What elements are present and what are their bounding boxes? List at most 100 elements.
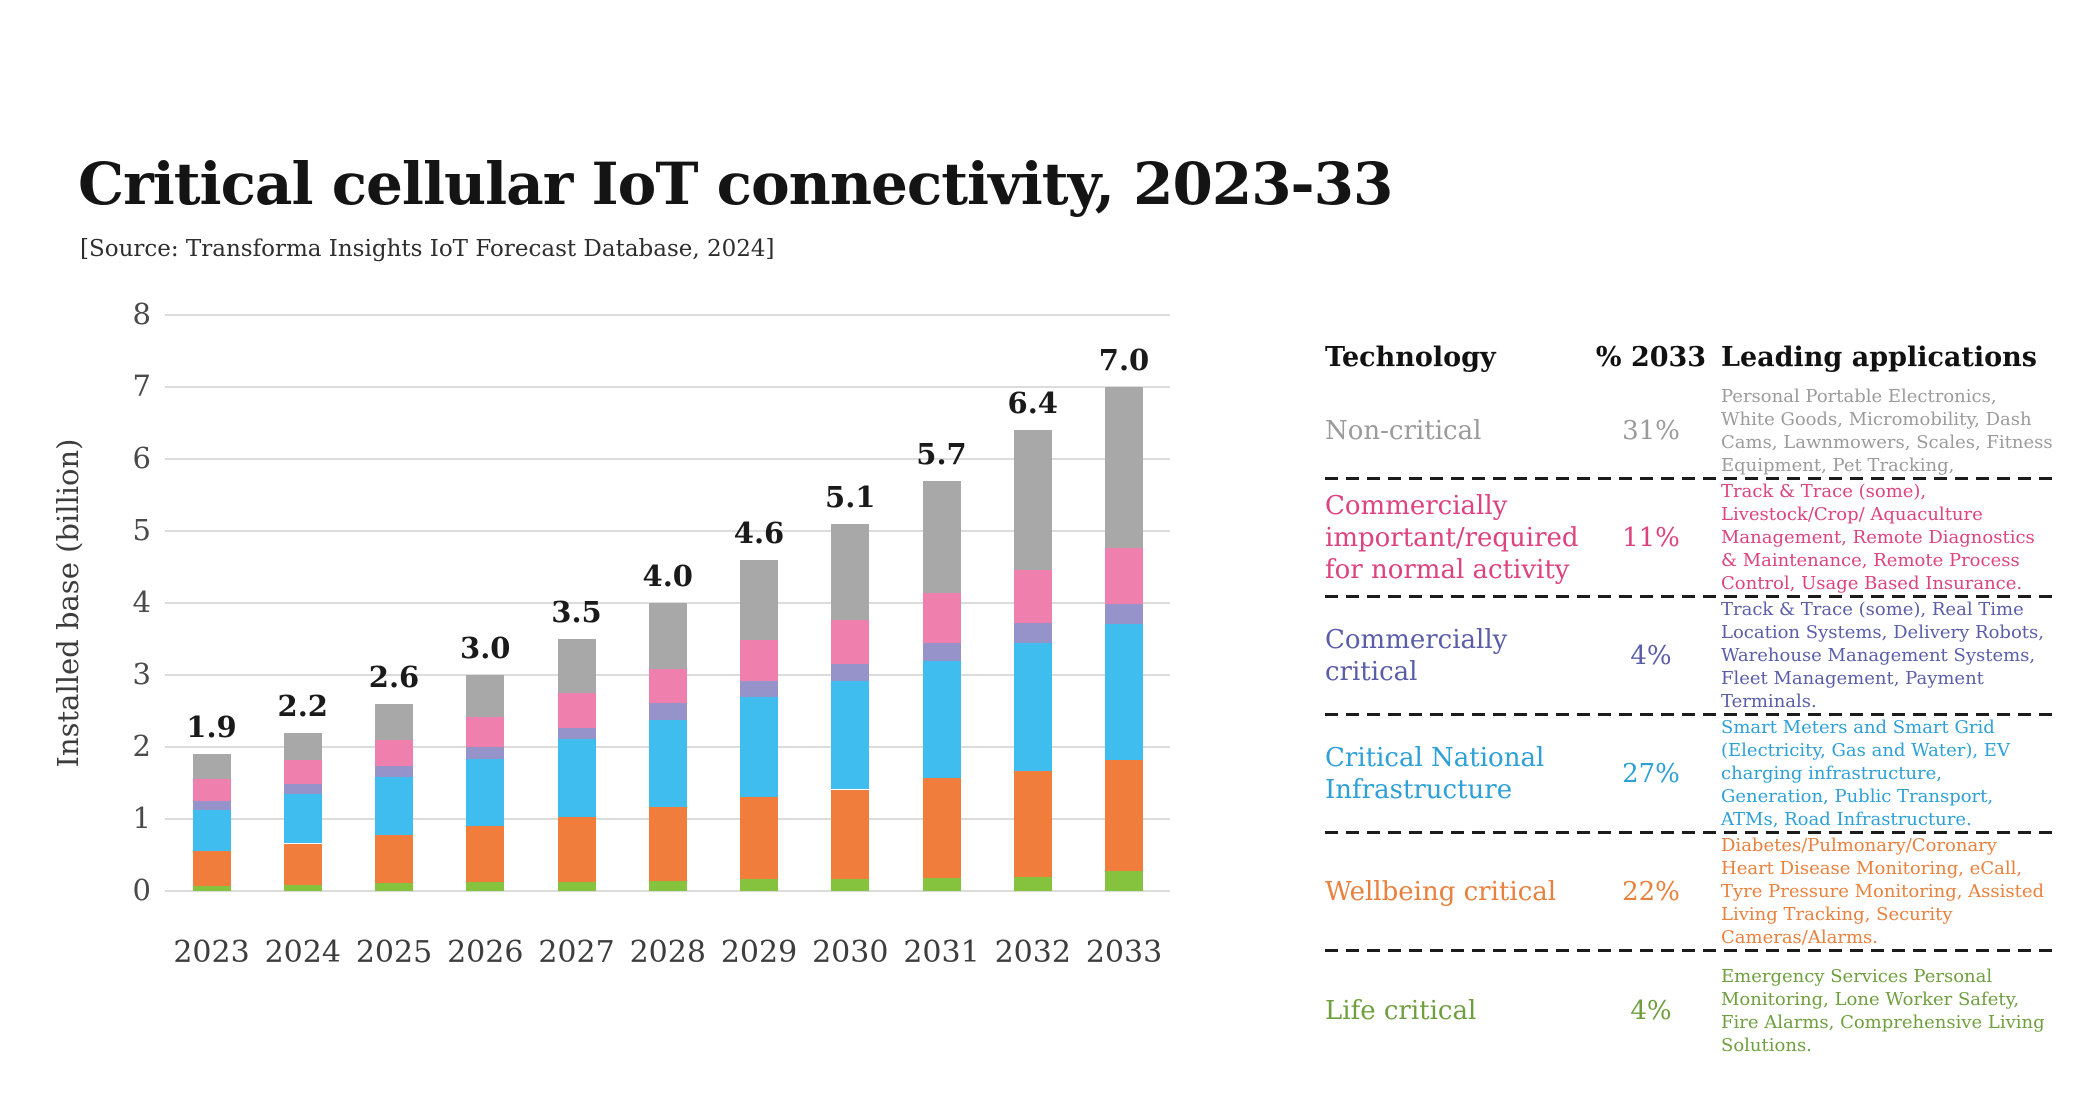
bar-2030 <box>831 523 870 891</box>
pct-2033-value: 27% <box>1622 758 1680 789</box>
segment-life-critical <box>283 885 322 891</box>
segment-commercially-important-required-for-normal-activity <box>283 759 322 784</box>
pct-2033-value: 31% <box>1622 416 1680 446</box>
y-axis-tick-label: 2 <box>132 729 151 763</box>
applications-text: Emergency Services Personal Monitoring, … <box>1721 966 2045 1056</box>
pct-2033-value: 11% <box>1622 522 1680 553</box>
table-row-wellbeing-critical: Wellbeing critical 22% Diabetes/Pulmonar… <box>1325 834 2055 949</box>
segment-commercially-critical <box>375 766 413 778</box>
segment-commercially-critical <box>192 801 231 810</box>
x-axis-label: 2030 <box>812 935 889 970</box>
segment-life-critical <box>466 881 505 891</box>
bar-total-label: 1.9 <box>186 710 237 745</box>
applications-text: Track & Trace (some), Livestock/Crop/ Aq… <box>1721 481 2035 594</box>
bar-total-label: 4.6 <box>733 515 785 550</box>
segment-non-critical <box>1013 430 1052 570</box>
segment-commercially-important-required-for-normal-activity <box>466 716 505 747</box>
segment-non-critical <box>831 523 870 620</box>
x-axis-label: 2032 <box>994 935 1071 970</box>
bar-2028 <box>648 603 687 891</box>
segment-life-critical <box>557 881 596 891</box>
segment-commercially-important-required-for-normal-activity <box>922 592 961 643</box>
header-leading-applications: Leading applications <box>1721 342 2037 373</box>
bar-total-label: 6.4 <box>1007 386 1058 421</box>
segment-critical-national-infrastructure <box>283 793 322 844</box>
segment-critical-national-infrastructure <box>1013 643 1052 771</box>
segment-wellbeing-critical <box>557 816 596 882</box>
segment-commercially-critical <box>466 747 505 759</box>
bar-total-label: 4.0 <box>642 559 693 593</box>
segment-wellbeing-critical <box>648 806 687 881</box>
x-axis-label: 2027 <box>538 935 615 970</box>
bar-2026 <box>466 675 505 891</box>
applications-text: Personal Portable Electronics, White Goo… <box>1721 386 2053 476</box>
segment-non-critical <box>466 675 505 717</box>
bar-2033 <box>1105 387 1143 891</box>
x-axis-label: 2029 <box>720 935 798 970</box>
segment-commercially-critical <box>648 703 687 720</box>
x-axis-label: 2028 <box>629 935 706 970</box>
segment-critical-national-infrastructure <box>557 739 596 817</box>
header-pct-2033: % 2033 <box>1595 342 1707 373</box>
segment-commercially-important-required-for-normal-activity <box>740 640 778 681</box>
segment-non-critical <box>375 703 413 740</box>
bar-total-label: 2.6 <box>368 659 420 694</box>
y-axis-title: Installed base (billion) <box>51 438 85 768</box>
segment-life-critical <box>922 878 961 891</box>
segment-critical-national-infrastructure <box>648 719 687 807</box>
segment-wellbeing-critical <box>1013 770 1052 878</box>
segment-life-critical <box>1013 877 1052 891</box>
table-row-non-critical: Non-critical 31% Personal Portable Elect… <box>1325 385 2055 477</box>
header-technology: Technology <box>1325 342 1496 373</box>
dashed-divider <box>1325 595 2055 598</box>
technology-label: Non-critical <box>1325 416 1482 446</box>
y-axis-tick-label: 7 <box>132 369 151 403</box>
y-axis-tick-label: 1 <box>132 801 151 835</box>
y-axis-tick-label: 8 <box>132 297 151 331</box>
segment-commercially-important-required-for-normal-activity <box>1105 548 1143 604</box>
applications-text: Track & Trace (some), Real Time Location… <box>1721 599 2044 712</box>
x-axis-label: 2033 <box>1085 935 1163 970</box>
bar-total-label: 5.7 <box>916 436 967 471</box>
gridline-y-5 <box>165 530 1170 532</box>
segment-commercially-critical <box>922 642 961 662</box>
segment-commercially-important-required-for-normal-activity <box>831 619 870 665</box>
segment-non-critical <box>283 732 322 760</box>
table-row-commercially-critical: Commercially critical 4% Track & Trace (… <box>1325 598 2055 713</box>
segment-commercially-important-required-for-normal-activity <box>648 668 687 704</box>
segment-wellbeing-critical <box>831 789 870 879</box>
segment-life-critical <box>1105 870 1143 891</box>
bar-total-label: 5.1 <box>825 479 876 514</box>
segment-wellbeing-critical <box>922 777 961 879</box>
technology-tier-table: Technology % 2033 Leading applications N… <box>1325 343 2055 1070</box>
segment-life-critical <box>375 883 413 891</box>
table-header-row: Technology % 2033 Leading applications <box>1325 343 2055 385</box>
bar-2024 <box>283 732 322 891</box>
segment-commercially-critical <box>557 727 596 740</box>
bar-2025 <box>375 703 413 891</box>
segment-critical-national-infrastructure <box>1105 623 1143 760</box>
bar-2032 <box>1013 430 1052 891</box>
segment-commercially-critical <box>740 680 778 697</box>
segment-critical-national-infrastructure <box>740 696 778 797</box>
gridline-y-4 <box>165 602 1170 604</box>
technology-label: Critical National Infrastructure <box>1325 742 1545 805</box>
segment-commercially-critical <box>831 664 870 681</box>
segment-commercially-critical <box>1105 603 1143 624</box>
segment-non-critical <box>648 603 687 669</box>
bar-2031 <box>922 480 961 891</box>
x-axis-label: 2023 <box>173 935 250 970</box>
dashed-divider <box>1325 949 2055 952</box>
segment-wellbeing-critical <box>283 843 322 886</box>
segment-wellbeing-critical <box>740 796 778 880</box>
segment-wellbeing-critical <box>192 851 231 886</box>
bar-2027 <box>557 639 596 891</box>
bar-total-label: 3.0 <box>460 631 511 665</box>
segment-life-critical <box>740 879 778 891</box>
segment-commercially-important-required-for-normal-activity <box>192 779 231 801</box>
segment-wellbeing-critical <box>1105 759 1143 871</box>
segment-wellbeing-critical <box>375 834 413 884</box>
stacked-bar-chart: 0 1 2 3 4 5 6 7 8 1.9 2023 2.2 2024 2.6 2025 3.0 2026 3.5… <box>133 300 1170 970</box>
y-axis-tick-label: 6 <box>132 441 151 475</box>
x-axis-label: 2024 <box>264 935 341 970</box>
